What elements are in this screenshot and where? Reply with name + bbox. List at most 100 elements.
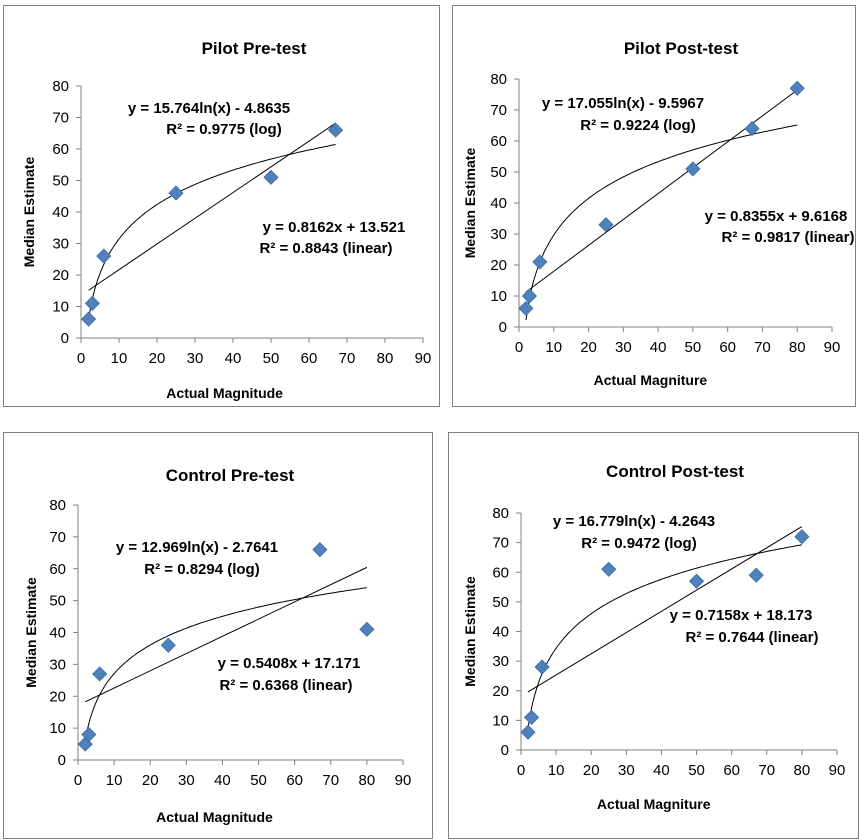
chart-1-x-tick-label: 70 (754, 339, 771, 356)
chart-2-x-tick-label: 50 (250, 772, 267, 789)
chart-1-y-tick-label: 50 (490, 164, 507, 181)
chart-0-y-tick-label: 40 (52, 204, 69, 221)
chart-0-data-point (168, 185, 184, 201)
chart-1-x-tick-label: 0 (515, 339, 523, 356)
chart-panel-control-posttest: Control Post-test 0 10 20 30 40 50 60 70 80 90 0 10 2… (448, 432, 859, 839)
chart-2-x-tick-label: 0 (74, 772, 82, 789)
chart-0-x-tick-label: 90 (415, 350, 432, 367)
chart-1-y-tick-label: 60 (490, 133, 507, 150)
chart-2-x-tick-label: 20 (142, 772, 159, 789)
chart-3-y-tick-label: 80 (492, 505, 509, 522)
chart-2-log-trendline (84, 587, 367, 741)
chart-0-linear-r2: R² = 0.8843 (linear) (260, 240, 393, 257)
chart-2-y-tick-label: 40 (49, 625, 66, 642)
chart-0-x-tick-label: 10 (111, 350, 128, 367)
chart-2-data-point (160, 637, 176, 653)
chart-2-linear-trendline (85, 566, 368, 703)
pilot-posttest-chart: Pilot Post-test 0 10 20 30 40 50 60 70 80 90 0 10 20 3… (462, 39, 854, 388)
chart-2-x-tick-label: 90 (395, 772, 412, 789)
chart-3-data-point (748, 567, 764, 583)
chart-1-y-tick-label: 0 (499, 319, 507, 336)
chart-0-x-tick-label: 30 (187, 350, 204, 367)
chart-3-log-equation: y = 16.779ln(x) - 4.2643 (553, 513, 715, 530)
pilot-pretest-chart: Pilot Pre-test 0 10 20 30 40 50 60 70 80 90 0 10 20 30… (21, 39, 432, 401)
chart-2-y-tick-label: 0 (58, 752, 66, 769)
chart-1-data-point (532, 254, 548, 270)
chart-3-y-tick-label: 10 (492, 712, 509, 729)
chart-2-linear-equation: y = 0.5408x + 17.171 (218, 655, 361, 672)
chart-0-x-tick-label: 50 (263, 350, 280, 367)
chart-2-x-tick-label: 80 (359, 772, 376, 789)
chart-3-x-tick-label: 90 (829, 762, 846, 779)
chart-1-y-tick-label: 80 (490, 71, 507, 88)
chart-2-y-axis-label: Median Estimate (23, 577, 39, 688)
chart-3-data-point (520, 724, 536, 740)
chart-1-y-tick-label: 20 (490, 257, 507, 274)
chart-1-x-tick-label: 40 (650, 339, 667, 356)
chart-3-linear-equation: y = 0.7158x + 18.173 (670, 607, 813, 624)
chart-1-title: Pilot Post-test (624, 39, 739, 58)
chart-3-title: Control Post-test (606, 462, 744, 481)
chart-3-x-tick-label: 70 (758, 762, 775, 779)
chart-2-y-tick-label: 20 (49, 688, 66, 705)
chart-2-y-tick-label: 10 (49, 720, 66, 737)
chart-0-y-tick-label: 80 (52, 78, 69, 95)
chart-0-y-tick-label: 0 (61, 330, 69, 347)
chart-0-linear-trendline (88, 122, 336, 291)
chart-2-x-tick-label: 10 (106, 772, 123, 789)
chart-1-y-tick-label: 40 (490, 195, 507, 212)
chart-3-x-tick-label: 60 (723, 762, 740, 779)
chart-1-x-tick-label: 10 (545, 339, 562, 356)
chart-2-log-r2: R² = 0.8294 (log) (144, 561, 259, 578)
chart-0-y-tick-label: 50 (52, 173, 69, 190)
chart-3-y-tick-label: 40 (492, 624, 509, 641)
chart-0-data-point (84, 295, 100, 311)
chart-1-log-equation: y = 17.055ln(x) - 9.5967 (542, 95, 704, 112)
chart-1-linear-equation: y = 0.8355x + 9.6168 (705, 208, 848, 225)
chart-panel-pilot-pretest: Pilot Pre-test 0 10 20 30 40 50 60 70 80 90 0 10 20 30… (3, 5, 440, 407)
chart-0-log-r2: R² = 0.9775 (log) (166, 121, 281, 138)
chart-0-y-tick-label: 20 (52, 267, 69, 284)
chart-2-title: Control Pre-test (166, 466, 295, 485)
chart-2-x-tick-label: 30 (178, 772, 195, 789)
chart-1-x-tick-label: 80 (789, 339, 806, 356)
chart-0-x-tick-label: 80 (377, 350, 394, 367)
chart-2-y-tick-label: 60 (49, 561, 66, 578)
chart-2-data-point (359, 621, 375, 637)
chart-0-y-axis-label: Median Estimate (21, 157, 37, 268)
chart-2-data-point (92, 666, 108, 682)
chart-2-y-tick-label: 70 (49, 529, 66, 546)
chart-3-y-tick-label: 70 (492, 535, 509, 552)
chart-1-x-tick-label: 60 (719, 339, 736, 356)
chart-1-data-point (744, 121, 760, 137)
chart-3-linear-trendline (527, 526, 803, 693)
chart-3-log-r2: R² = 0.9472 (log) (581, 535, 696, 552)
chart-0-log-equation: y = 15.764ln(x) - 4.8635 (128, 100, 290, 117)
chart-2-x-tick-label: 60 (286, 772, 303, 789)
chart-0-data-point (96, 248, 112, 264)
chart-0-linear-equation: y = 0.8162x + 13.521 (263, 219, 406, 236)
chart-2-y-tick-label: 80 (49, 497, 66, 514)
chart-3-data-point (534, 659, 550, 675)
chart-3-x-tick-label: 20 (583, 762, 600, 779)
chart-3-data-point (794, 529, 810, 545)
chart-1-data-point (521, 288, 537, 304)
chart-3-y-tick-label: 20 (492, 683, 509, 700)
chart-3-y-tick-label: 30 (492, 653, 509, 670)
chart-1-y-axis-label: Median Estimate (462, 148, 478, 259)
chart-1-data-point (789, 80, 805, 96)
chart-1-y-tick-label: 30 (490, 226, 507, 243)
chart-1-data-point (598, 217, 614, 233)
chart-2-x-axis-label: Actual Magnitude (156, 809, 273, 825)
chart-3-x-tick-label: 40 (653, 762, 670, 779)
chart-0-log-trendline (88, 144, 336, 319)
chart-0-data-point (263, 169, 279, 185)
chart-3-x-tick-label: 10 (548, 762, 565, 779)
chart-1-data-point (685, 161, 701, 177)
chart-1-log-r2: R² = 0.9224 (log) (580, 117, 695, 134)
chart-0-x-tick-label: 0 (77, 350, 85, 367)
chart-2-log-equation: y = 12.969ln(x) - 2.7641 (116, 539, 278, 556)
chart-2-linear-r2: R² = 0.6368 (linear) (220, 677, 353, 694)
chart-3-data-point (688, 573, 705, 589)
chart-1-y-tick-label: 10 (490, 288, 507, 305)
